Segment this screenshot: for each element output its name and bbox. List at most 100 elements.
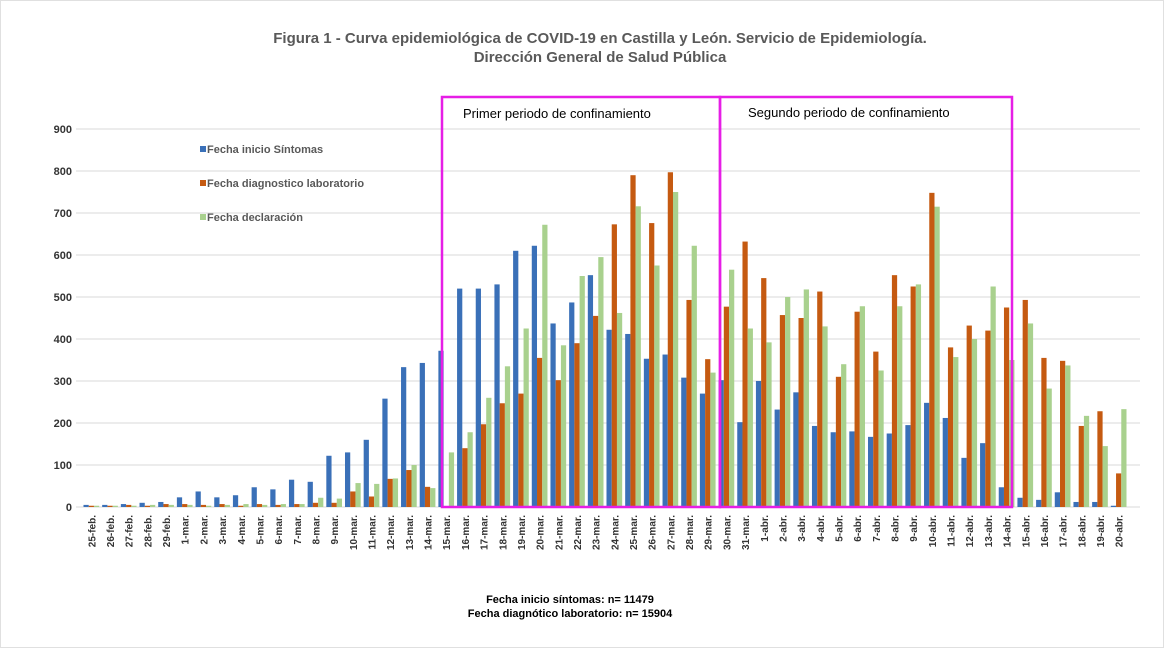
x-tick-label: 5-mar. [255, 515, 266, 545]
x-tick-label: 17-abr. [1059, 515, 1070, 547]
x-tick-label: 19-mar. [517, 515, 528, 550]
bar [966, 325, 972, 507]
bar [574, 343, 580, 507]
bar [822, 326, 828, 507]
bar [643, 358, 650, 507]
bar [662, 354, 668, 507]
bar [1116, 473, 1122, 507]
x-tick-label: 3-abr. [797, 515, 808, 542]
bar [686, 299, 692, 507]
bar [326, 455, 332, 507]
bar [710, 372, 716, 507]
bar [803, 289, 809, 507]
bar [275, 504, 281, 507]
bar [654, 265, 660, 507]
legend-swatch [200, 146, 206, 152]
bar [849, 431, 855, 507]
bar [817, 291, 823, 507]
bar [499, 403, 505, 507]
x-tick-label: 8-abr. [891, 515, 902, 542]
x-tick-label: 9-mar. [330, 515, 341, 545]
x-tick-label: 25-feb. [87, 515, 98, 547]
x-tick-label: 22-mar. [573, 515, 584, 550]
bar [867, 436, 874, 507]
bar [462, 448, 468, 507]
bar [1036, 499, 1042, 507]
bar [649, 223, 655, 507]
y-tick-label: 200 [54, 418, 72, 430]
x-tick-label: 10-mar. [349, 515, 360, 550]
bar [1121, 409, 1127, 507]
x-tick-label: 19-abr. [1096, 515, 1107, 547]
bar [1083, 415, 1090, 507]
bar [766, 342, 772, 507]
x-tick-label: 14-mar. [424, 515, 435, 550]
y-tick-label: 100 [54, 460, 72, 472]
bar [392, 478, 399, 507]
bar [331, 502, 337, 507]
bar [531, 245, 538, 507]
bar [406, 470, 412, 507]
bar [616, 312, 623, 507]
annotation: Segundo periodo de confinamiento [748, 105, 950, 120]
x-tick-label: 1-mar. [181, 515, 192, 545]
bar [854, 311, 860, 507]
bar [542, 224, 548, 507]
bar [232, 495, 239, 507]
bar [176, 497, 183, 507]
bar [163, 504, 169, 507]
bar [355, 483, 361, 507]
bar [251, 487, 257, 507]
x-tick-label: 16-abr. [1040, 515, 1051, 547]
x-tick-label: 4-abr. [816, 515, 827, 542]
bar [915, 284, 922, 507]
x-tick-label: 20-mar. [536, 515, 547, 550]
bar [195, 491, 201, 507]
x-tick-label: 26-feb. [106, 515, 117, 547]
bar [705, 359, 711, 507]
x-tick-label: 29-mar. [704, 515, 715, 550]
bar [1054, 492, 1061, 507]
x-tick-label: 4-mar. [237, 515, 248, 545]
bar [811, 425, 818, 507]
bar [243, 504, 249, 507]
bar [93, 505, 100, 507]
y-tick-label: 600 [54, 250, 72, 262]
x-tick-label: 10-abr. [928, 515, 939, 547]
bar [206, 505, 212, 507]
bar [606, 329, 612, 507]
bar [891, 275, 898, 507]
legend-label: Fecha inicio Síntomas [207, 144, 323, 156]
x-tick-label: 9-abr. [909, 515, 920, 542]
bar [299, 504, 305, 507]
annotation: Primer periodo de confinamiento [463, 106, 651, 121]
bar [294, 504, 300, 507]
bar [374, 483, 380, 507]
bar [537, 357, 543, 507]
bar [504, 366, 511, 507]
bar [280, 504, 286, 507]
bar [1092, 501, 1098, 507]
y-tick-label: 400 [54, 334, 72, 346]
x-tick-label: 12-mar. [386, 515, 397, 550]
bar [635, 206, 641, 507]
bar [1065, 365, 1071, 507]
bar [401, 367, 407, 507]
bar [523, 328, 529, 507]
bar [318, 497, 324, 507]
x-tick-label: 7-mar. [293, 515, 304, 545]
bar [1022, 299, 1028, 507]
bar [139, 502, 145, 507]
bar [486, 397, 492, 507]
bar [947, 347, 954, 507]
bar [625, 333, 631, 507]
bar [1027, 323, 1034, 507]
x-tick-label: 28-mar. [685, 515, 696, 550]
x-tick-label: 23-mar. [592, 515, 603, 550]
bar [611, 224, 617, 507]
bar [238, 505, 244, 507]
bar [1073, 501, 1079, 507]
bar [1110, 505, 1117, 507]
bar [742, 241, 748, 507]
